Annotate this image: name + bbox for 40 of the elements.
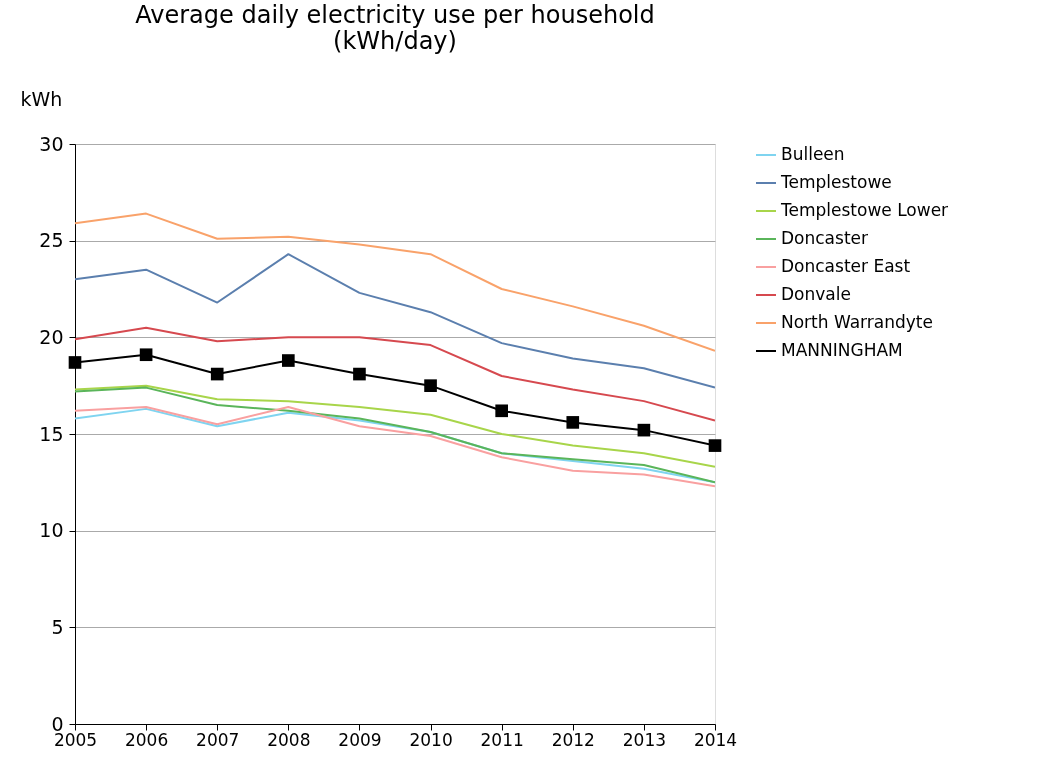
legend-label: Doncaster East (781, 256, 911, 276)
x-tick-label: 2006 (124, 729, 169, 750)
y-tick-label: 10 (39, 519, 64, 542)
x-tick-label: 2009 (338, 729, 382, 750)
x-tick-label: 2007 (196, 729, 240, 750)
legend-label: Bulleen (781, 144, 845, 164)
point (424, 379, 437, 392)
y-axis-title: kWh (20, 87, 63, 110)
legend-label: Doncaster (781, 228, 869, 248)
x-tick-label: 2008 (267, 729, 311, 750)
y-tick-label: 20 (39, 325, 64, 348)
line-series (75, 253, 715, 389)
line-series (75, 212, 715, 352)
y-tick-label: 30 (39, 132, 64, 155)
chart-title: Average daily electricity use per household (kWh/day) (135, 1, 655, 55)
legend-label: Templestowe Lower (780, 200, 949, 220)
x-tick-label: 2011 (480, 729, 524, 750)
legend-label: Donvale (781, 284, 851, 304)
legend-label: North Warrandyte (781, 312, 933, 332)
x-tick-label: 2014 (693, 729, 738, 750)
point (139, 348, 153, 362)
y-tick-label: 25 (39, 229, 64, 252)
line-series (75, 326, 715, 422)
legend-label: Templestowe (780, 172, 892, 192)
x-tick-label: 2010 (409, 729, 453, 750)
point (68, 356, 82, 369)
line-series (75, 384, 715, 468)
point (495, 404, 508, 418)
y-tick-label: 5 (51, 615, 64, 638)
y-tick-label: 15 (39, 422, 64, 445)
point (708, 439, 722, 452)
x-tick-label: 2012 (551, 729, 595, 750)
point (637, 423, 651, 437)
point (353, 367, 366, 381)
x-tick-label: 2013 (622, 729, 667, 750)
legend-label: MANNINGHAM (781, 340, 903, 360)
point (566, 416, 580, 429)
point (210, 367, 224, 381)
point (282, 354, 295, 367)
line-series (75, 386, 715, 484)
